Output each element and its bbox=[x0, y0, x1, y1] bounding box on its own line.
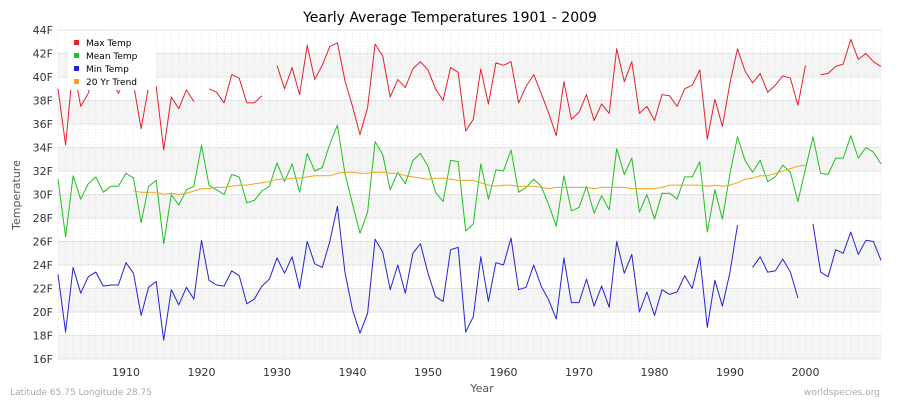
legend-background bbox=[68, 35, 156, 90]
series-line-20-yr-trend bbox=[133, 164, 806, 195]
legend-swatch-mean-temp bbox=[74, 53, 79, 58]
y-tick-label-40f: 40F bbox=[33, 71, 53, 84]
y-tick-label-36f: 36F bbox=[33, 118, 53, 131]
plot-band bbox=[58, 288, 881, 312]
y-tick-label-30f: 30F bbox=[33, 189, 53, 202]
x-tick-label-2000: 2000 bbox=[791, 366, 819, 379]
y-axis-label: Temperature bbox=[10, 160, 23, 231]
plot-band bbox=[58, 53, 881, 77]
chart-title: Yearly Average Temperatures 1901 - 2009 bbox=[302, 10, 597, 26]
x-tick-label-1960: 1960 bbox=[489, 366, 517, 379]
series-line-min-temp bbox=[57, 205, 882, 341]
plot-band bbox=[58, 265, 881, 289]
series-mean-temp bbox=[57, 124, 882, 245]
plot-band bbox=[58, 335, 881, 359]
y-tick-label-28f: 28F bbox=[33, 212, 53, 225]
x-tick-label-1920: 1920 bbox=[187, 366, 215, 379]
x-tick-label-1910: 1910 bbox=[112, 366, 140, 379]
series-20-yr-trend bbox=[133, 164, 806, 195]
legend-label-max-temp: Max Temp bbox=[86, 39, 132, 49]
footer-source: worldspecies.org bbox=[804, 388, 880, 398]
series-layer bbox=[57, 38, 882, 341]
legend-label-min-temp: Min Temp bbox=[86, 65, 129, 75]
y-tick-label-20f: 20F bbox=[33, 306, 53, 319]
x-tick-label-1980: 1980 bbox=[640, 366, 668, 379]
y-tick-label-42f: 42F bbox=[33, 48, 53, 61]
x-tick-label-1950: 1950 bbox=[414, 366, 442, 379]
legend-item-mean-temp: Mean Temp bbox=[74, 52, 138, 62]
y-tick-label-32f: 32F bbox=[33, 165, 53, 178]
y-tick-label-18f: 18F bbox=[33, 330, 53, 343]
legend-swatch-max-temp bbox=[74, 40, 79, 45]
plot-background-bands bbox=[58, 30, 881, 359]
legend-swatch-min-temp bbox=[74, 66, 79, 71]
plot-band bbox=[58, 77, 881, 101]
y-axis-ticks: 16F 18F 20F 22F 24F 26F 28F 30F 32F 34F 36F 38F 40F 4… bbox=[33, 24, 53, 366]
footer-location: Latitude 65.75 Longitude 28.75 bbox=[10, 388, 152, 398]
series-min-temp bbox=[57, 205, 882, 341]
x-tick-label-1970: 1970 bbox=[565, 366, 593, 379]
x-tick-label-1990: 1990 bbox=[716, 366, 744, 379]
plot-band bbox=[58, 194, 881, 218]
plot-band bbox=[58, 124, 881, 148]
y-tick-label-16f: 16F bbox=[33, 353, 53, 366]
plot-band bbox=[58, 171, 881, 195]
x-tick-label-1930: 1930 bbox=[263, 366, 291, 379]
y-tick-label-24f: 24F bbox=[33, 259, 53, 272]
plot-band bbox=[58, 241, 881, 265]
plot-band bbox=[58, 218, 881, 242]
plot-band bbox=[58, 147, 881, 171]
y-tick-label-38f: 38F bbox=[33, 95, 53, 108]
legend-label-trend: 20 Yr Trend bbox=[86, 78, 137, 88]
legend-label-mean-temp: Mean Temp bbox=[86, 52, 138, 62]
y-tick-label-34f: 34F bbox=[33, 142, 53, 155]
x-tick-label-1940: 1940 bbox=[338, 366, 366, 379]
legend: Max Temp Mean Temp Min Temp 20 Yr Trend bbox=[68, 35, 156, 90]
y-tick-label-44f: 44F bbox=[33, 24, 53, 37]
x-axis-ticks: 1910 1920 1930 1940 1950 1960 1970 1980 1990 2000 bbox=[112, 366, 820, 379]
plot-band bbox=[58, 30, 881, 54]
legend-item-min-temp: Min Temp bbox=[74, 65, 129, 75]
legend-swatch-trend bbox=[74, 79, 79, 84]
plot-band bbox=[58, 100, 881, 124]
x-axis-label: Year bbox=[469, 382, 494, 395]
y-tick-label-26f: 26F bbox=[33, 236, 53, 249]
y-tick-label-22f: 22F bbox=[33, 283, 53, 296]
series-line-mean-temp bbox=[57, 124, 882, 245]
legend-item-max-temp: Max Temp bbox=[74, 39, 132, 49]
legend-item-trend: 20 Yr Trend bbox=[74, 78, 137, 88]
